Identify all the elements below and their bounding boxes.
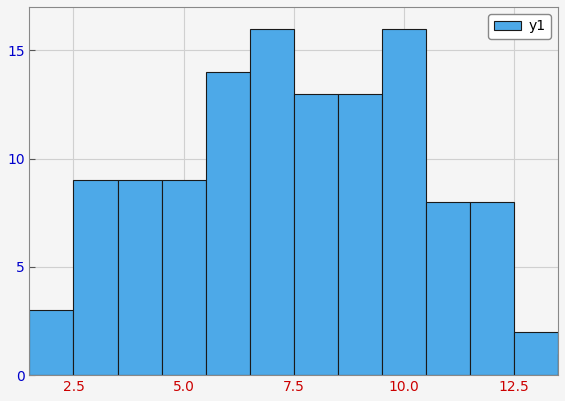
Bar [470, 202, 514, 375]
Bar [558, 354, 565, 375]
Bar [118, 180, 162, 375]
Bar [294, 93, 338, 375]
Bar [73, 180, 118, 375]
Bar [250, 28, 294, 375]
Bar [382, 28, 426, 375]
Bar [338, 93, 382, 375]
Bar [162, 180, 206, 375]
Bar [426, 202, 470, 375]
Bar [206, 72, 250, 375]
Bar [29, 310, 73, 375]
Bar [514, 332, 558, 375]
Legend: y1: y1 [488, 14, 551, 39]
